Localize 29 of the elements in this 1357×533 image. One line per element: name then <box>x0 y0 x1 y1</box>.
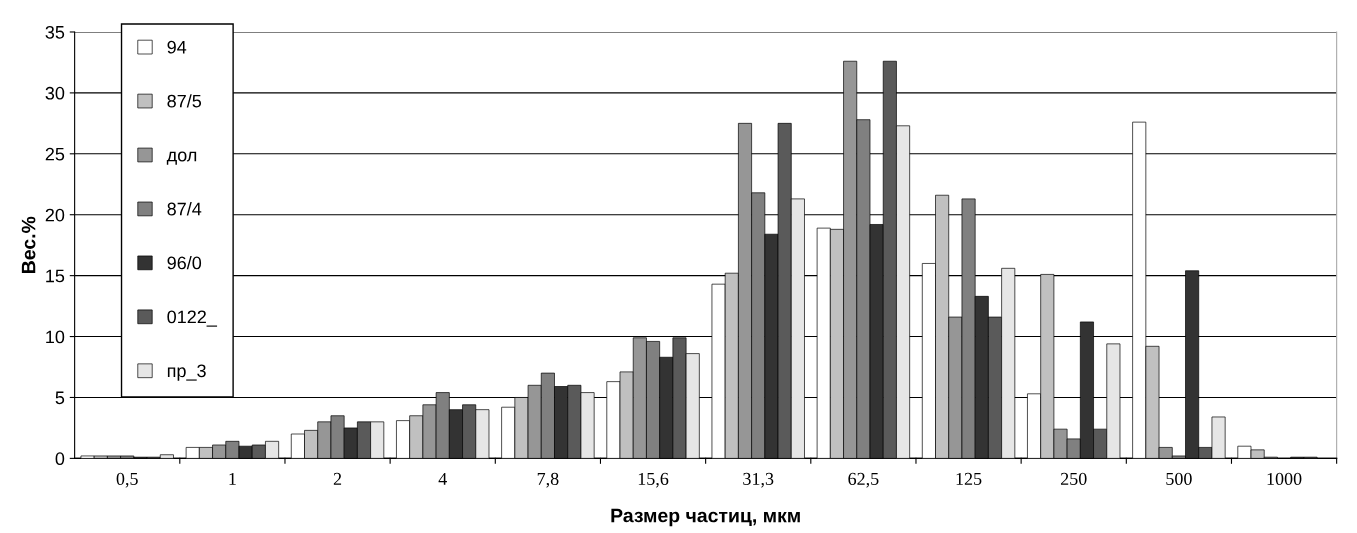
y-tick-label: 5 <box>55 391 65 405</box>
x-tick-label: 1000 <box>1267 472 1302 485</box>
legend-label: 94 <box>167 40 187 54</box>
x-axis-title: Размер частиц, мкм <box>611 508 800 527</box>
y-tick-label: 25 <box>45 147 65 161</box>
y-tick-label: 0 <box>55 452 65 466</box>
y-axis-title: Вес.% <box>21 216 36 273</box>
y-tick-label: 15 <box>46 269 65 283</box>
legend-label: 96/0 <box>167 256 202 270</box>
x-tick-label: 4 <box>438 472 447 485</box>
x-tick-label: 250 <box>1060 472 1087 485</box>
y-tick-label: 20 <box>45 208 65 222</box>
x-tick-label: 2 <box>333 472 342 485</box>
y-tick-label: 30 <box>45 86 65 100</box>
legend-label: 87/4 <box>167 202 202 216</box>
legend-label: 87/5 <box>167 94 202 108</box>
x-tick-label: 500 <box>1166 472 1192 485</box>
legend-label: 0122_ <box>167 310 218 327</box>
legend-label: дол <box>166 151 197 165</box>
x-tick-label: 1 <box>229 472 236 485</box>
y-tick-label: 35 <box>45 25 65 39</box>
x-tick-label: 15,6 <box>638 472 669 488</box>
x-tick-label: 125 <box>956 472 982 485</box>
legend-label: пр_3 <box>167 364 206 381</box>
y-tick-label: 10 <box>46 330 65 344</box>
x-tick-label: 0,5 <box>116 472 138 488</box>
x-tick-label: 31,3 <box>743 472 774 488</box>
x-tick-label: 7,8 <box>537 472 559 488</box>
x-tick-label: 62,5 <box>848 472 879 488</box>
